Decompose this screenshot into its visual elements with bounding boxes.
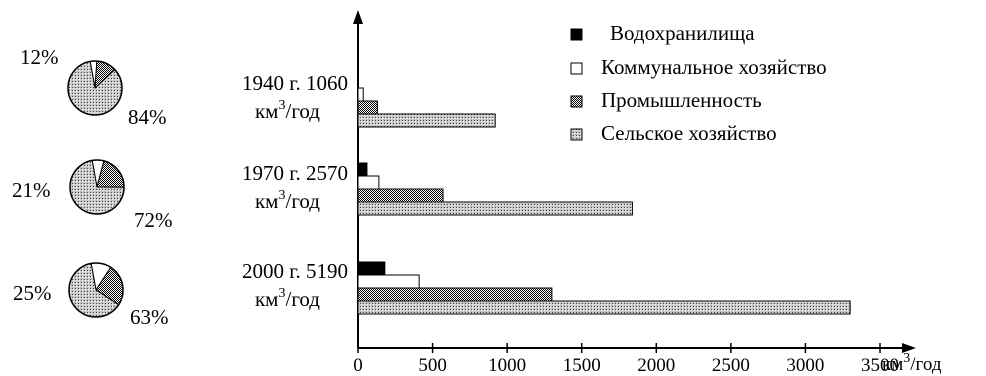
legend-label: Промышленность (601, 88, 762, 112)
pie-chart: 12% 84% (20, 45, 167, 129)
legend-swatch-light (570, 128, 583, 141)
pie-chart: 21% 72% (12, 159, 173, 232)
legend-swatch-white (570, 62, 583, 75)
bars (357, 87, 851, 315)
bar-white (357, 175, 380, 190)
category-year-label: 1970 г. 2570 (242, 161, 348, 185)
category-unit-label: км3/год (255, 188, 320, 213)
bar-light (357, 113, 496, 128)
legend-swatch-solid (570, 28, 583, 41)
legend-swatch-dark (570, 95, 583, 108)
bar-dark (357, 100, 378, 115)
pie-label: 84% (128, 105, 167, 129)
pie-label: 12% (20, 45, 59, 69)
x-axis-unit: км3/год (882, 351, 942, 375)
legend-label: Сельское хозяйство (601, 121, 777, 145)
x-tick-label: 3000 (786, 355, 824, 376)
x-tick-label: 2000 (637, 355, 675, 376)
x-ticks: 0 500 1000 1500 2000 2500 3000 3500 (353, 343, 899, 376)
legend-label: Водохранилища (610, 21, 755, 45)
pie-label: 21% (12, 178, 51, 202)
legend-label: Коммунальное хозяйство (601, 55, 827, 79)
bar-white (357, 87, 364, 102)
x-tick-label: 1500 (563, 355, 601, 376)
category-labels: 1940 г. 1060 км3/год 1970 г. 2570 км3/год 20… (242, 71, 348, 311)
category-year-label: 1940 г. 1060 (242, 71, 348, 95)
pie-label: 25% (13, 281, 52, 305)
pies: 12% 84% 21% 72% 25% 63% (12, 45, 173, 329)
bar-light (357, 300, 851, 315)
bar-dark (357, 287, 553, 302)
pie-outline (67, 60, 123, 116)
x-axis-arrow-icon (902, 343, 916, 353)
x-tick-label: 0 (353, 355, 363, 376)
category-unit-label: км3/год (255, 98, 320, 123)
bar-white (357, 274, 420, 289)
x-tick-label: 2500 (712, 355, 750, 376)
bar-solid (357, 261, 386, 276)
bar-light (357, 201, 633, 216)
pie-label: 72% (134, 208, 173, 232)
category-year-label: 2000 г. 5190 (242, 259, 348, 283)
pie-outline (68, 262, 124, 318)
bar-solid (357, 162, 368, 177)
x-tick-label: 500 (418, 355, 447, 376)
y-axis-arrow-icon (353, 10, 363, 24)
pie-label: 63% (130, 305, 169, 329)
bar-dark (357, 188, 444, 203)
x-tick-label: 1000 (488, 355, 526, 376)
legend: Водохранилища Коммунальное хозяйство Промы… (570, 21, 827, 145)
x-tick-label: 3500 (861, 355, 899, 376)
category-unit-label: км3/год (255, 286, 320, 311)
pie-outline (69, 159, 125, 215)
pie-chart: 25% 63% (13, 262, 169, 329)
